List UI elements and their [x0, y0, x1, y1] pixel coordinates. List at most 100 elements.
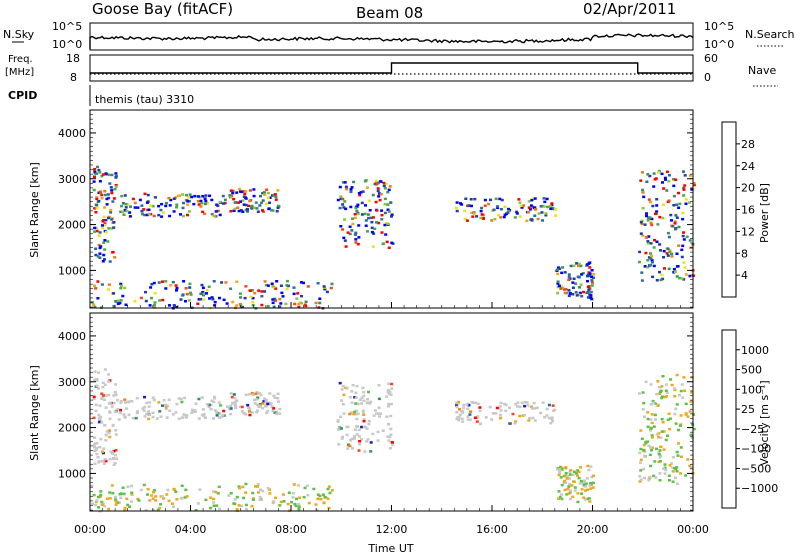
heat-cell: [340, 388, 344, 391]
heat-cell: [222, 202, 225, 205]
heat-cell: [199, 205, 203, 208]
heat-cell: [565, 477, 569, 480]
heat-cell: [251, 393, 255, 396]
heat-cell: [124, 203, 128, 206]
heat-cell: [158, 299, 162, 302]
heat-cell: [689, 466, 693, 469]
heat-cell: [673, 467, 677, 470]
heat-cell: [187, 196, 191, 199]
heat-cell: [360, 402, 364, 405]
heat-cell: [457, 418, 461, 422]
heat-cell: [588, 500, 592, 503]
heat-cell: [266, 409, 270, 413]
heat-cell: [657, 171, 661, 174]
heat-cell: [121, 202, 125, 205]
heat-cell: [659, 249, 662, 252]
power-panel-frame: [89, 109, 694, 309]
heat-cell: [534, 208, 537, 211]
heat-cell: [688, 201, 691, 204]
heat-cell: [273, 193, 277, 196]
heat-cell: [586, 497, 589, 501]
heat-cell: [258, 495, 262, 499]
heat-cell: [590, 297, 594, 301]
heat-cell: [285, 284, 289, 287]
heat-cell: [516, 405, 519, 408]
heat-cell: [543, 200, 547, 204]
heat-cell: [345, 387, 349, 390]
heat-cell: [671, 480, 675, 483]
heat-cell: [118, 493, 122, 496]
heat-cell: [582, 480, 585, 484]
heat-cell: [484, 416, 488, 419]
heat-cell: [574, 472, 578, 475]
y-tick-label: 1000: [58, 467, 86, 480]
heat-cell: [385, 415, 389, 418]
heat-cell: [556, 291, 560, 295]
heat-cell: [250, 391, 254, 395]
heat-cell: [668, 417, 672, 420]
heat-cell: [210, 198, 214, 202]
heat-cell: [362, 418, 366, 421]
heat-cell: [666, 254, 670, 257]
heat-cell: [93, 170, 97, 174]
heat-cell: [462, 406, 466, 410]
power-colorbar-label: Power [dB]: [758, 183, 771, 243]
heat-cell: [135, 411, 139, 415]
colorbar-tick-label: 4: [741, 269, 748, 282]
heat-cell: [469, 198, 473, 201]
heat-cell: [306, 285, 310, 288]
heat-cell: [378, 415, 381, 418]
heat-cell: [231, 300, 235, 304]
heat-cell: [455, 405, 459, 409]
heat-cell: [672, 387, 676, 390]
heat-cell: [116, 302, 120, 306]
heat-cell: [212, 214, 216, 218]
heat-cell: [646, 240, 650, 243]
heat-cell: [366, 230, 369, 233]
heat-cell: [218, 200, 222, 204]
heat-cell: [147, 212, 151, 216]
heat-cell: [336, 420, 340, 423]
heat-cell: [185, 193, 188, 197]
heat-cell: [341, 385, 345, 388]
heat-cell: [675, 482, 679, 486]
heat-cell: [200, 201, 204, 205]
heat-cell: [93, 305, 97, 309]
heat-cell: [341, 435, 345, 439]
heat-cell: [295, 297, 299, 300]
heat-cell: [576, 275, 580, 278]
heat-cell: [580, 273, 584, 276]
heat-cell: [110, 450, 114, 454]
heat-cell: [649, 446, 652, 449]
heat-cell: [244, 482, 248, 486]
heat-cell: [268, 196, 272, 199]
heat-cell: [371, 216, 375, 219]
heat-cell: [97, 413, 101, 417]
heat-cell: [376, 439, 380, 442]
heat-cell: [257, 289, 261, 292]
heat-cell: [184, 300, 187, 303]
heat-cell: [494, 412, 498, 415]
heat-cell: [592, 276, 595, 279]
heat-cell: [266, 191, 270, 195]
heat-cell: [680, 277, 684, 280]
heat-cell: [386, 208, 390, 211]
heat-cell: [155, 417, 159, 420]
colorbar-tick-label: 20: [741, 182, 755, 195]
heat-cell: [185, 414, 189, 417]
nave-label: Nave: [748, 64, 776, 77]
heat-cell: [129, 205, 132, 208]
heat-cell: [235, 191, 239, 194]
heat-cell: [98, 252, 102, 255]
heat-cell: [243, 192, 247, 196]
heat-cell: [114, 503, 118, 506]
heat-cell: [648, 216, 652, 219]
heat-cell: [667, 180, 671, 183]
heat-cell: [93, 226, 97, 230]
heat-cell: [108, 182, 112, 185]
heat-cell: [108, 417, 112, 421]
heat-cell: [692, 413, 696, 416]
heat-cell: [646, 259, 650, 262]
heat-cell: [119, 496, 123, 499]
heat-cell: [349, 188, 353, 191]
